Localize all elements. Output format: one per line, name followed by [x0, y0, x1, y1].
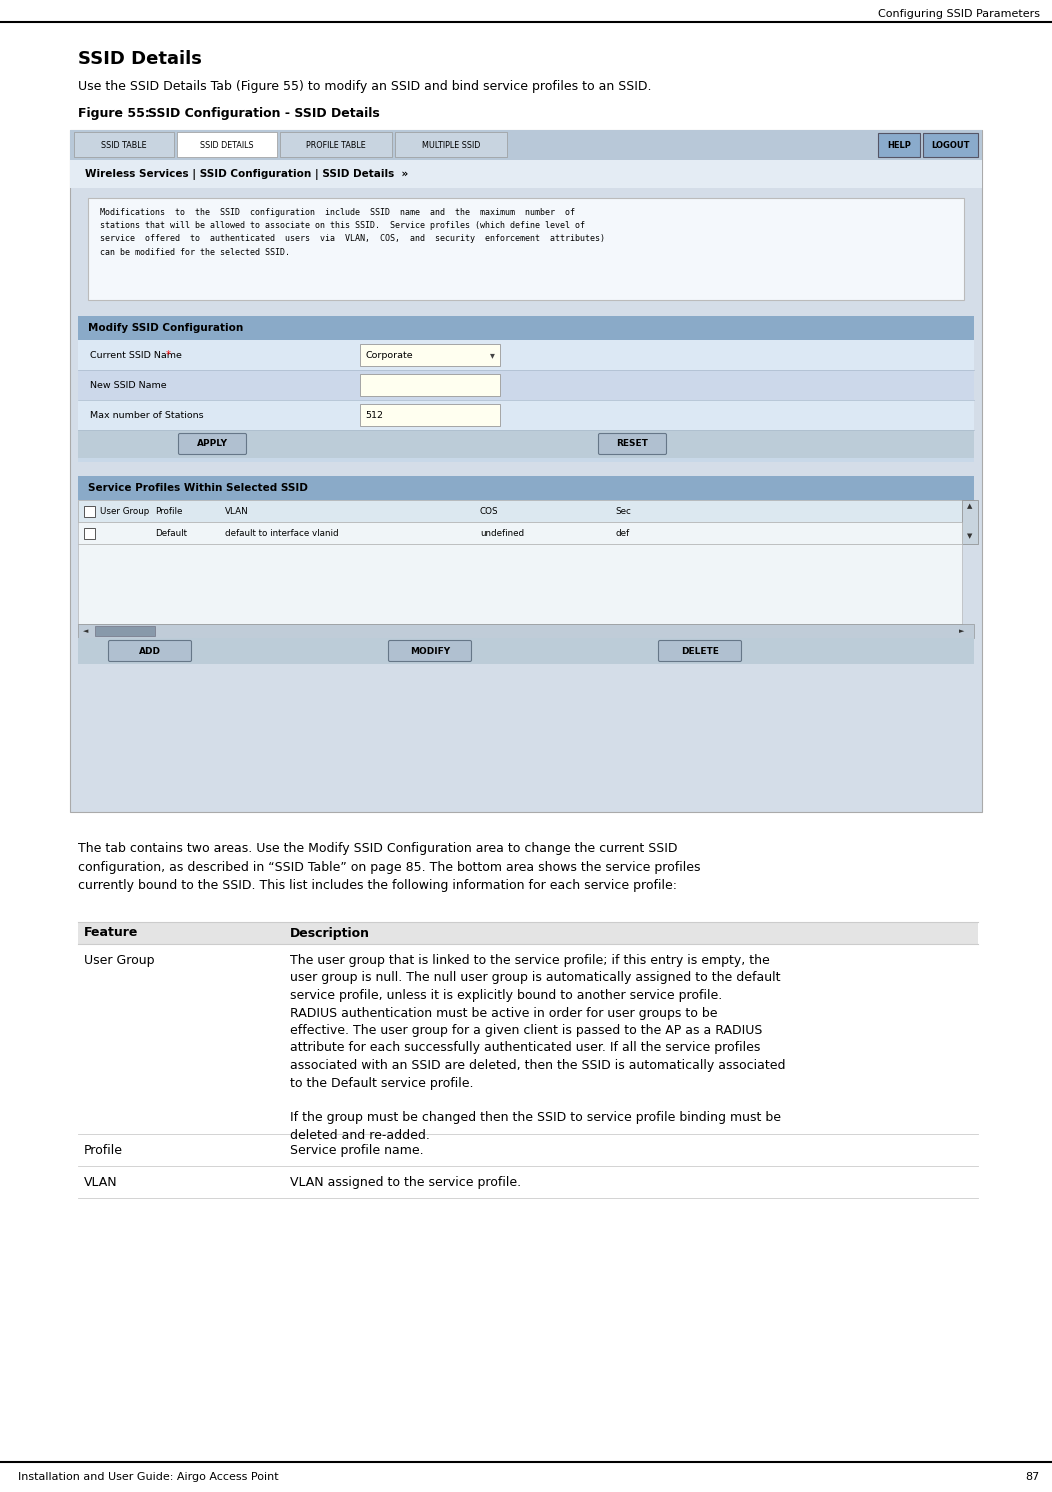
Bar [280, 131, 392, 157]
Bar [88, 198, 964, 300]
Text: The user group that is linked to the service profile; if this entry is empty, th: The user group that is linked to the ser… [290, 953, 786, 1141]
Bar [878, 133, 920, 157]
Text: Modify SSID Configuration: Modify SSID Configuration [88, 322, 243, 333]
Text: Sec: Sec [615, 506, 631, 516]
Text: ▼: ▼ [967, 533, 973, 539]
Text: MODIFY: MODIFY [410, 646, 450, 655]
Text: The tab contains two areas. Use the Modify SSID Configuration area to change the: The tab contains two areas. Use the Modi… [78, 841, 701, 892]
Bar [78, 624, 974, 639]
Text: DELETE: DELETE [681, 646, 719, 655]
Bar [78, 316, 974, 340]
Text: SSID Details: SSID Details [78, 51, 202, 69]
Bar [70, 160, 982, 188]
Bar [78, 400, 974, 430]
FancyBboxPatch shape [388, 640, 471, 661]
Bar [360, 404, 500, 427]
Text: 512: 512 [365, 410, 383, 419]
Text: LOGOUT: LOGOUT [931, 140, 970, 149]
Text: undefined: undefined [480, 528, 524, 537]
Text: SSID TABLE: SSID TABLE [101, 140, 147, 149]
Text: Installation and User Guide: Airgo Access Point: Installation and User Guide: Airgo Acces… [18, 1473, 279, 1482]
Text: Feature: Feature [84, 927, 139, 940]
Text: ►: ► [959, 628, 965, 634]
Text: Use the SSID Details Tab (Figure 55) to modify an SSID and bind service profiles: Use the SSID Details Tab (Figure 55) to … [78, 81, 651, 93]
Bar [78, 430, 974, 458]
Text: Service profile name.: Service profile name. [290, 1144, 424, 1156]
Text: default to interface vlanid: default to interface vlanid [225, 528, 339, 537]
Bar [78, 522, 962, 545]
Bar [78, 340, 974, 463]
Bar [78, 500, 974, 522]
Text: PROFILE TABLE: PROFILE TABLE [306, 140, 366, 149]
Bar [394, 131, 507, 157]
Text: Modifications  to  the  SSID  configuration  include  SSID  name  and  the  maxi: Modifications to the SSID configuration … [100, 207, 605, 257]
Bar [360, 345, 500, 366]
Text: 87: 87 [1026, 1473, 1040, 1482]
Bar [70, 130, 982, 160]
Text: Max number of Stations: Max number of Stations [90, 410, 204, 419]
Bar [78, 340, 974, 370]
Text: User Group: User Group [100, 506, 149, 516]
FancyBboxPatch shape [179, 434, 246, 455]
Text: MULTIPLE SSID: MULTIPLE SSID [422, 140, 480, 149]
Bar [78, 639, 974, 664]
Bar [78, 476, 974, 500]
Text: Profile: Profile [155, 506, 182, 516]
FancyBboxPatch shape [599, 434, 667, 455]
Text: Profile: Profile [84, 1144, 123, 1156]
Text: ▲: ▲ [967, 503, 973, 509]
Text: Configuring SSID Parameters: Configuring SSID Parameters [878, 9, 1040, 19]
Text: User Group: User Group [84, 953, 155, 967]
Text: SSID Configuration - SSID Details: SSID Configuration - SSID Details [148, 107, 380, 119]
Bar [84, 506, 95, 518]
Bar [78, 370, 974, 400]
Bar [78, 545, 962, 624]
Text: Wireless Services | SSID Configuration | SSID Details  »: Wireless Services | SSID Configuration |… [85, 169, 408, 179]
Text: *: * [163, 351, 171, 360]
FancyBboxPatch shape [108, 640, 191, 661]
Text: RESET: RESET [616, 440, 648, 449]
Text: ◄: ◄ [83, 628, 88, 634]
Text: Service Profiles Within Selected SSID: Service Profiles Within Selected SSID [88, 483, 308, 492]
Text: VLAN: VLAN [225, 506, 248, 516]
Text: APPLY: APPLY [197, 440, 228, 449]
Bar [70, 130, 982, 812]
Text: HELP: HELP [887, 140, 911, 149]
Text: Description: Description [290, 927, 370, 940]
Text: SSID DETAILS: SSID DETAILS [200, 140, 254, 149]
Bar [923, 133, 978, 157]
Text: ▾: ▾ [489, 351, 494, 360]
Text: Corporate: Corporate [365, 351, 412, 360]
FancyBboxPatch shape [659, 640, 742, 661]
Bar [78, 922, 978, 944]
Text: Current SSID Name: Current SSID Name [90, 351, 182, 360]
Text: VLAN: VLAN [84, 1176, 118, 1189]
Text: New SSID Name: New SSID Name [90, 380, 166, 389]
Text: def: def [615, 528, 629, 537]
Text: ADD: ADD [139, 646, 161, 655]
Bar [74, 131, 174, 157]
Bar [360, 374, 500, 395]
Text: COS: COS [480, 506, 499, 516]
Bar [95, 627, 155, 636]
Text: VLAN assigned to the service profile.: VLAN assigned to the service profile. [290, 1176, 521, 1189]
Text: Default: Default [155, 528, 187, 537]
Text: Figure 55:: Figure 55: [78, 107, 149, 119]
Bar [84, 528, 95, 539]
Bar [177, 131, 277, 157]
Bar [962, 500, 978, 545]
